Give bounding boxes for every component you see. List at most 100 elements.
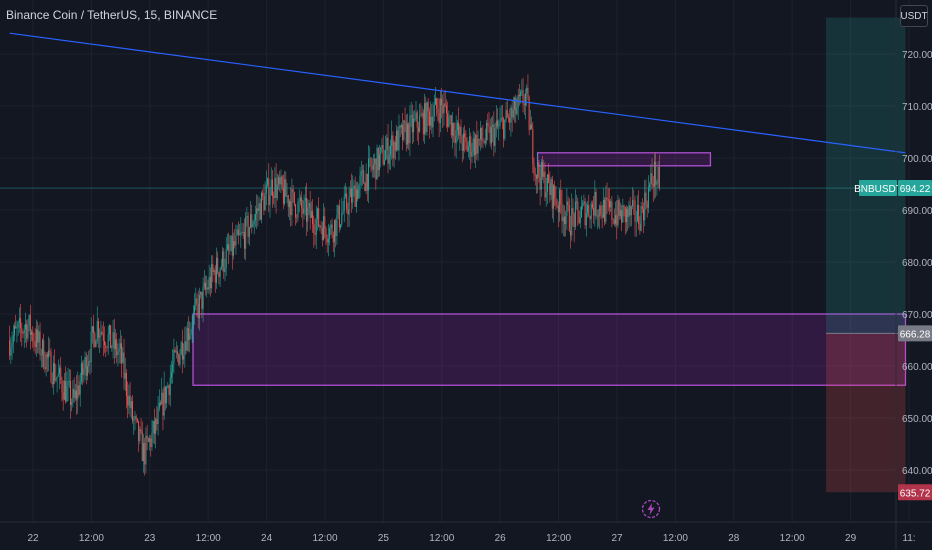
candle-body bbox=[472, 138, 474, 152]
candle-body bbox=[304, 197, 306, 201]
time-axis[interactable]: 22 12:00 23 12:00 24 12:00 25 12:00 26 12:00 27 12:… bbox=[0, 521, 932, 544]
candle-body bbox=[228, 244, 230, 251]
candle-body bbox=[222, 251, 224, 267]
candle-body bbox=[80, 363, 82, 382]
candle-body bbox=[136, 418, 138, 421]
candle-body bbox=[542, 162, 544, 177]
candle-body bbox=[219, 268, 221, 278]
candle-body bbox=[10, 347, 12, 356]
candle-body bbox=[226, 244, 228, 250]
y-tick-label: 680.00 bbox=[902, 258, 932, 269]
candle-body bbox=[456, 122, 458, 131]
candle-body bbox=[330, 224, 332, 229]
candle-body bbox=[273, 196, 275, 198]
candle-body bbox=[296, 217, 298, 219]
candle-body bbox=[337, 205, 339, 216]
candle-body bbox=[313, 224, 315, 234]
candle-body bbox=[459, 126, 461, 136]
candle-body bbox=[613, 219, 615, 224]
lightning-icon[interactable] bbox=[641, 499, 661, 519]
candle-body bbox=[482, 140, 484, 142]
candle-body bbox=[509, 117, 511, 123]
candle-body bbox=[191, 328, 193, 330]
candle-body bbox=[250, 214, 252, 228]
candle-body bbox=[416, 112, 418, 128]
candle-body bbox=[192, 312, 194, 329]
candle-body bbox=[589, 215, 591, 220]
candle-body bbox=[146, 435, 148, 439]
candle-body bbox=[140, 429, 142, 432]
candle-body bbox=[338, 205, 340, 228]
candle-body bbox=[66, 385, 68, 402]
candle-body bbox=[348, 197, 350, 215]
candle-body bbox=[380, 147, 382, 155]
candle-body bbox=[506, 110, 508, 118]
candle-body bbox=[112, 332, 114, 347]
candle-body bbox=[84, 357, 86, 369]
candle-body bbox=[215, 257, 217, 283]
candle-body bbox=[114, 339, 116, 350]
candle-body bbox=[123, 352, 125, 379]
candle-body bbox=[447, 113, 449, 128]
candle-body bbox=[568, 204, 570, 231]
price-axis[interactable]: 640.00 650.00 660.00 670.00 680.00 690.00 700.… bbox=[895, 0, 932, 550]
candle-body bbox=[14, 325, 16, 336]
candle-body bbox=[494, 127, 496, 146]
x-tick-label: 28 bbox=[728, 533, 740, 544]
currency-unit-button[interactable]: USDT bbox=[900, 5, 928, 27]
candle-body bbox=[360, 171, 362, 176]
candle-body bbox=[202, 287, 204, 309]
candle-body bbox=[336, 215, 338, 236]
candle-body bbox=[376, 147, 378, 180]
candle-body bbox=[427, 102, 429, 112]
candle-body bbox=[38, 331, 40, 343]
x-tick-label: 23 bbox=[144, 533, 156, 544]
candle-body bbox=[320, 225, 322, 228]
candle-body bbox=[599, 205, 601, 217]
candle-body bbox=[578, 210, 580, 224]
candle-body bbox=[579, 217, 581, 224]
candle-body bbox=[309, 202, 311, 218]
candle-body bbox=[88, 361, 90, 367]
candle-body bbox=[424, 103, 426, 135]
candle-body bbox=[329, 228, 331, 239]
candle-body bbox=[251, 214, 253, 227]
candle-body bbox=[475, 135, 477, 156]
candle-body bbox=[510, 107, 512, 123]
candle-body bbox=[74, 390, 76, 398]
candle-body bbox=[69, 381, 71, 405]
candle-body bbox=[111, 346, 113, 349]
candle-body bbox=[106, 347, 108, 349]
candle-body bbox=[63, 380, 65, 400]
candle-body bbox=[33, 341, 35, 342]
x-tick-label: 12:00 bbox=[663, 533, 688, 544]
candle-body bbox=[617, 200, 619, 226]
candle-body bbox=[319, 225, 321, 227]
candle-body bbox=[62, 392, 64, 400]
candle-body bbox=[353, 185, 355, 189]
target-price-label-bg bbox=[898, 325, 932, 342]
candle-body bbox=[516, 107, 518, 115]
candle-body bbox=[224, 268, 226, 273]
candle-body bbox=[432, 116, 434, 128]
candle-body bbox=[469, 136, 471, 147]
stop-price-label: 635.72 bbox=[900, 488, 931, 499]
x-tick-label: 29 bbox=[845, 533, 857, 544]
candle-body bbox=[396, 130, 398, 151]
candle-body bbox=[404, 120, 406, 123]
candle-body bbox=[101, 331, 103, 335]
candle-body bbox=[246, 215, 248, 217]
candle-body bbox=[235, 235, 237, 246]
candle-body bbox=[486, 123, 488, 141]
y-tick-label: 660.00 bbox=[902, 362, 932, 373]
candle-body bbox=[172, 364, 174, 372]
candle-body bbox=[656, 182, 658, 185]
candle-body bbox=[41, 339, 43, 355]
candle-body bbox=[48, 350, 50, 358]
long-position-tool[interactable] bbox=[826, 17, 906, 493]
candle-body bbox=[340, 224, 342, 228]
candle-body bbox=[622, 205, 624, 223]
candle-body bbox=[60, 367, 62, 380]
candle-body bbox=[128, 395, 130, 406]
